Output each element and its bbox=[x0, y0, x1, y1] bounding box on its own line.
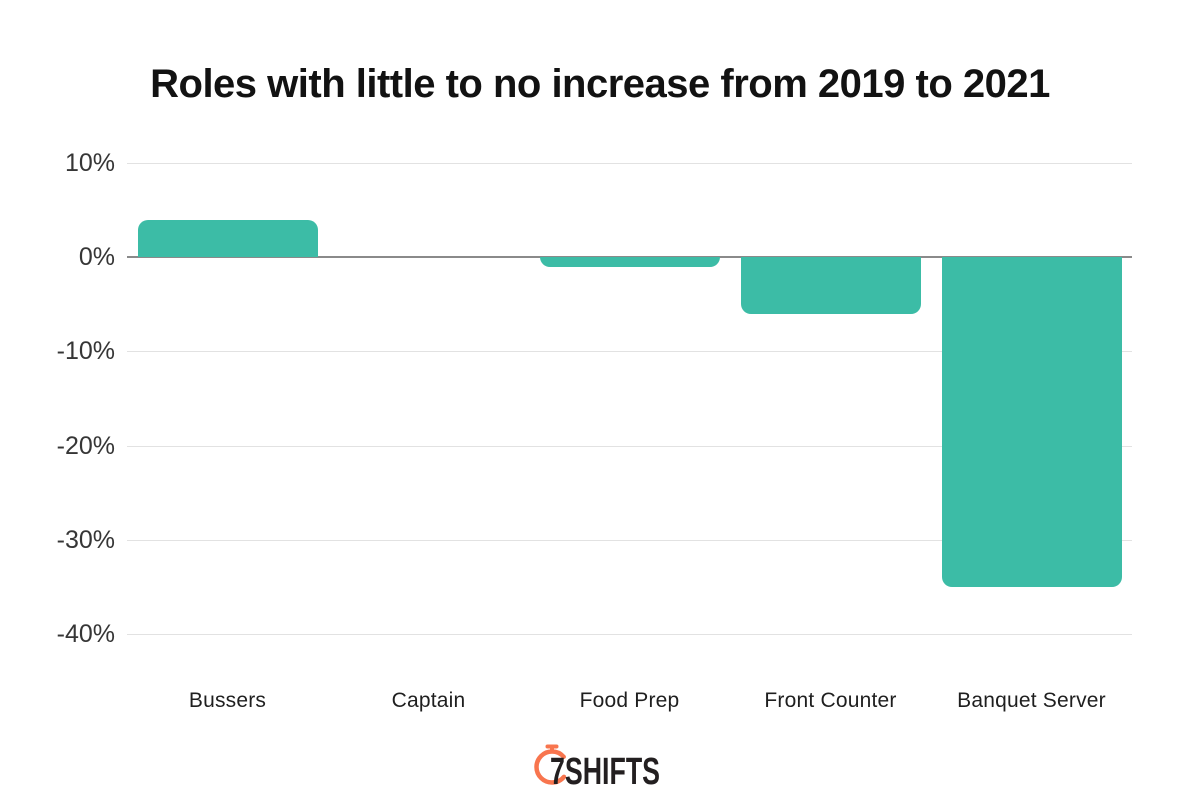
gridline bbox=[127, 634, 1132, 635]
logo-7shifts: 7SHIFTS bbox=[533, 744, 668, 793]
y-axis-tick-label: 0% bbox=[78, 243, 115, 272]
y-axis-tick-label: -40% bbox=[56, 620, 115, 648]
gridline bbox=[127, 445, 1132, 447]
logo-text: 7SHIFTS bbox=[550, 751, 660, 792]
x-axis-category-label: Front Counter bbox=[764, 689, 897, 712]
x-axis-category-label: Bussers bbox=[188, 689, 267, 712]
x-axis-category-label: Food Prep bbox=[579, 689, 680, 712]
bar-front-counter bbox=[740, 257, 921, 314]
gridline bbox=[127, 539, 1132, 541]
gridline bbox=[127, 351, 1132, 353]
bar-chart-plot-area: 10% 0% -10% -20% -30% -40% Bussers Captain Food … bbox=[57, 149, 1132, 712]
bar-banquet-server bbox=[941, 257, 1122, 587]
chart-title: Roles with little to no increase from 20… bbox=[150, 62, 1050, 106]
y-axis-tick-label: -20% bbox=[56, 431, 115, 460]
x-axis-category-label: Banquet Server bbox=[957, 689, 1106, 712]
stopwatch-icon: 7SHIFTS bbox=[534, 744, 660, 793]
y-axis-tick-label: -30% bbox=[56, 525, 115, 554]
x-axis-category-label: Captain bbox=[391, 689, 466, 712]
bar-bussers bbox=[137, 219, 318, 258]
y-axis-tick-label: -10% bbox=[56, 337, 115, 366]
gridline bbox=[127, 163, 1132, 164]
y-axis-tick-label: 10% bbox=[64, 149, 115, 177]
bar-food-prep bbox=[539, 257, 720, 267]
